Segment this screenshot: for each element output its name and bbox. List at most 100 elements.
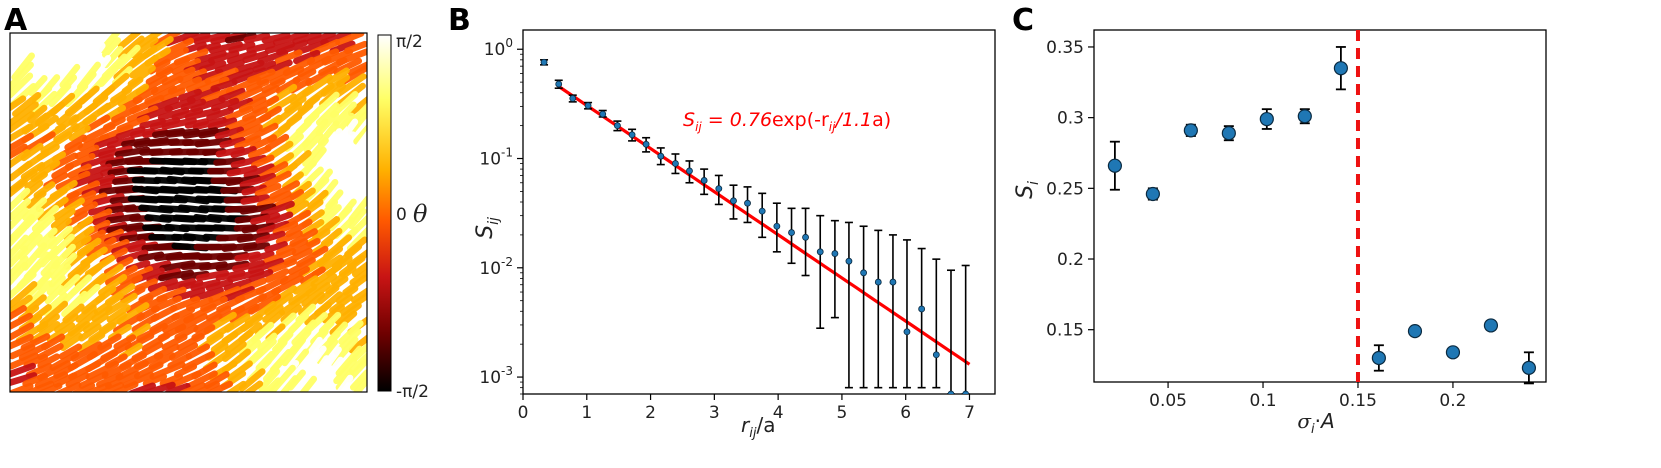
orientation-rod <box>236 112 272 135</box>
orientation-rod <box>302 137 329 167</box>
orientation-rod <box>10 234 29 260</box>
orientation-rod <box>77 331 106 353</box>
panel-b-ylabel: Sij <box>473 217 502 239</box>
orientation-rod <box>214 59 245 74</box>
orientation-rod <box>264 268 290 283</box>
fit-label-r-sub: ij <box>829 120 836 134</box>
orientation-rod <box>262 304 284 323</box>
data-point <box>1221 126 1236 141</box>
orientation-rod <box>351 261 367 278</box>
orientation-rod <box>31 205 60 232</box>
orientation-rod <box>76 56 94 77</box>
orientation-rod <box>81 192 108 207</box>
orientation-rod <box>10 333 34 350</box>
orientation-rod <box>40 255 60 277</box>
orientation-rod <box>238 329 266 355</box>
orientation-rod <box>63 55 81 78</box>
data-point <box>569 94 577 102</box>
orientation-rod <box>242 242 271 252</box>
orientation-rod <box>306 33 336 46</box>
orientation-rod <box>312 156 336 186</box>
orientation-rod <box>219 136 246 149</box>
panel-b-frame <box>522 29 996 395</box>
data-point <box>831 250 839 257</box>
orientation-rod <box>57 274 81 296</box>
panel-b-xtick-label: 3 <box>709 403 720 423</box>
orientation-rod <box>232 260 266 272</box>
orientation-rod <box>113 334 137 350</box>
orientation-rod <box>272 33 309 46</box>
orientation-rod <box>228 123 263 143</box>
orientation-rod <box>299 375 318 392</box>
orientation-rod <box>77 133 110 152</box>
orientation-rod <box>40 131 73 154</box>
panel-c-marks <box>1107 30 1537 385</box>
orientation-rod <box>10 224 28 248</box>
orientation-rod <box>282 171 304 190</box>
orientation-rod <box>226 165 258 177</box>
orientation-rod <box>275 230 303 245</box>
orientation-rod <box>118 35 145 60</box>
orientation-rod <box>10 95 27 112</box>
orientation-rod <box>257 332 278 352</box>
orientation-rod <box>68 124 91 142</box>
colorbar-gradient <box>377 34 392 392</box>
orientation-rod <box>84 114 111 133</box>
orientation-rod <box>10 132 34 152</box>
orientation-rod <box>39 300 69 327</box>
orientation-rod <box>190 96 226 113</box>
orientation-rod <box>260 200 295 218</box>
orientation-rod <box>97 381 125 392</box>
panel-b-ytick-label: 100 <box>484 36 513 60</box>
panel-b-xtick-label: 2 <box>645 403 656 423</box>
orientation-rod <box>193 76 230 95</box>
orientation-rod <box>26 104 48 124</box>
orientation-rod <box>350 140 367 164</box>
orientation-rod <box>310 263 343 288</box>
orientation-rod <box>185 343 211 360</box>
orientation-rod <box>231 67 268 85</box>
orientation-rod <box>75 304 97 323</box>
data-point <box>715 185 723 193</box>
orientation-rod <box>185 370 218 390</box>
panel-c-ylabel-sub: i <box>1026 181 1042 185</box>
data-point <box>773 222 781 230</box>
orientation-rod <box>101 37 122 58</box>
orientation-rod <box>352 377 367 392</box>
orientation-rod <box>10 33 22 50</box>
orientation-rod <box>334 73 367 98</box>
orientation-rod <box>47 41 70 73</box>
orientation-rod <box>254 182 282 198</box>
panel-c-ytick-label: 0.25 <box>1046 179 1084 199</box>
orientation-rod <box>230 154 268 169</box>
orientation-rod <box>178 382 206 392</box>
orientation-rod <box>72 382 96 392</box>
orientation-rod <box>131 313 160 333</box>
panel-c-frame <box>1093 29 1547 383</box>
panel-c-ylabel: Si <box>1013 181 1042 199</box>
orientation-rod <box>193 33 231 45</box>
orientation-rod <box>124 332 155 352</box>
panel-b-xtick-label: 6 <box>900 403 911 423</box>
orientation-rod <box>105 370 140 390</box>
orientation-rod <box>150 75 184 96</box>
orientation-rod <box>335 33 365 46</box>
orientation-rod <box>332 101 357 127</box>
orientation-rod <box>299 266 326 285</box>
data-point <box>1483 318 1499 333</box>
panel-c-xlabel-dot: · <box>1315 409 1321 433</box>
orientation-rod <box>348 195 367 223</box>
orientation-rod <box>349 369 367 391</box>
orientation-rod <box>99 33 121 53</box>
orientation-rod <box>316 338 339 365</box>
orientation-rod <box>84 381 112 392</box>
orientation-rod <box>257 49 289 65</box>
orientation-rod <box>178 68 208 84</box>
panel-b-ytick-label: 10-2 <box>479 255 513 279</box>
orientation-rod <box>264 133 290 152</box>
orientation-rod <box>198 60 227 73</box>
data-point <box>686 167 693 175</box>
orientation-rod <box>205 380 234 392</box>
orientation-rod <box>317 378 332 392</box>
orientation-rod <box>206 107 234 121</box>
